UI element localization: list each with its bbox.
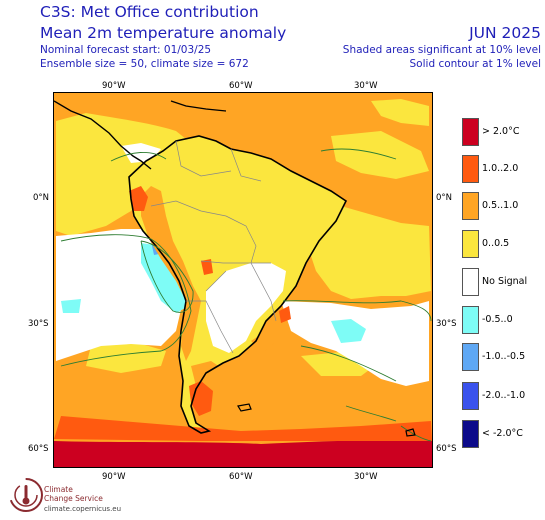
logo-line-2: Change Service: [44, 494, 103, 503]
central-america-coastline: [54, 100, 152, 170]
valid-period: JUN 2025: [469, 24, 541, 42]
lat-tick-right-60s: 60°S: [436, 444, 457, 454]
legend-label: 1.0..2.0: [482, 163, 519, 174]
legend-entry: -2.0..-1.0: [462, 382, 542, 410]
copernicus-climate-logo: [9, 478, 43, 512]
lat-tick-right-30s: 30°S: [436, 319, 457, 329]
anomaly-orange-andes: [141, 186, 201, 361]
anomaly-red-bolivia: [201, 259, 213, 275]
legend-label: < -2.0°C: [482, 428, 523, 439]
legend-swatch: [462, 230, 479, 258]
legend-entry: 0.5..1.0: [462, 192, 542, 220]
legend-swatch: [462, 343, 479, 371]
significance-contour-south: [345, 405, 432, 442]
significance-contour-pacific: [60, 234, 192, 367]
ensemble-size: Ensemble size = 50, climate size = 672: [40, 58, 249, 70]
legend-swatch: [462, 192, 479, 220]
anomaly-yellow-caribbean-east: [371, 99, 429, 126]
anomaly-yellow-south-pacific: [86, 341, 166, 373]
copernicus-url[interactable]: climate.copernicus.eu: [44, 505, 122, 513]
lat-tick-right-0n: 0°N: [436, 193, 453, 203]
anomaly-cyan-peru-chile-coast: [141, 243, 191, 313]
significance-contour-north: [110, 148, 397, 162]
legend-entry: -1.0..-0.5: [462, 343, 542, 371]
significance-contour-atlantic: [282, 300, 432, 382]
legend-swatch: [462, 155, 479, 183]
legend-swatch: [462, 420, 479, 448]
legend-label: 0.5..1.0: [482, 200, 519, 211]
lon-tick-bottom-30w: 30°W: [354, 472, 378, 482]
product-title: C3S: Met Office contribution: [40, 3, 259, 21]
lat-tick-left-0n: 0°N: [33, 193, 50, 203]
anomaly-map-canvas: [54, 93, 432, 467]
legend-entry: 0..0.5: [462, 230, 542, 258]
country-borders: [150, 140, 277, 354]
legend-swatch: [462, 306, 479, 334]
legend-label: No Signal: [482, 276, 528, 287]
anomaly-red-southern-ocean: [54, 440, 432, 467]
legend-label: -1.0..-0.5: [482, 351, 526, 362]
caribbean-coastline: [170, 100, 227, 112]
anomaly-cyan-atlantic: [331, 319, 366, 343]
legend-entry: < -2.0°C: [462, 420, 542, 448]
legend-entry: > 2.0°C: [462, 118, 542, 146]
legend-swatch: [462, 118, 479, 146]
legend-swatch: [462, 268, 479, 296]
anomaly-yellow-north-atlantic: [331, 131, 429, 179]
anomaly-orange-southern-ocean: [54, 416, 432, 441]
legend-label: 0..0.5: [482, 238, 510, 249]
significance-note-10: Shaded areas significant at 10% level: [342, 44, 541, 56]
legend-label: > 2.0°C: [482, 126, 520, 137]
lat-tick-left-60s: 60°S: [28, 444, 49, 454]
anomaly-map: [53, 92, 433, 468]
legend-entry: 1.0..2.0: [462, 155, 542, 183]
falklands-south-georgia-islands: [237, 403, 416, 437]
forecast-start: Nominal forecast start: 01/03/25: [40, 44, 212, 56]
legend-label: -0.5..0: [482, 314, 513, 325]
anomaly-red-south-brazil: [279, 306, 291, 323]
logo-text: Climate Change Service: [44, 485, 103, 503]
south-america-coastline: [128, 135, 348, 434]
lon-tick-bottom-60w: 60°W: [229, 472, 253, 482]
legend-entry: No Signal: [462, 268, 542, 296]
lon-tick-top-90w: 90°W: [102, 81, 126, 91]
significance-contour-coastal: [140, 240, 194, 313]
legend-label: -2.0..-1.0: [482, 390, 526, 401]
no-signal-southern-cone: [206, 263, 286, 353]
legend-swatch: [462, 382, 479, 410]
anomaly-yellow-east-pacific: [56, 113, 201, 236]
lon-tick-top-60w: 60°W: [229, 81, 253, 91]
lon-tick-top-30w: 30°W: [354, 81, 378, 91]
lon-tick-bottom-90w: 90°W: [102, 472, 126, 482]
no-signal-south-atlantic: [281, 301, 429, 386]
legend-entry: -0.5..0: [462, 306, 542, 334]
variable-title: Mean 2m temperature anomaly: [40, 24, 287, 42]
anomaly-cyan-pacific: [61, 299, 81, 313]
anomaly-yellow-south-atlantic: [301, 206, 431, 299]
significance-note-1: Solid contour at 1% level: [409, 58, 541, 70]
logo-line-1: Climate: [44, 485, 73, 494]
lat-tick-left-30s: 30°S: [28, 319, 49, 329]
anomaly-red-ecuador: [129, 186, 148, 211]
anomaly-orange-uruguay: [251, 331, 276, 353]
